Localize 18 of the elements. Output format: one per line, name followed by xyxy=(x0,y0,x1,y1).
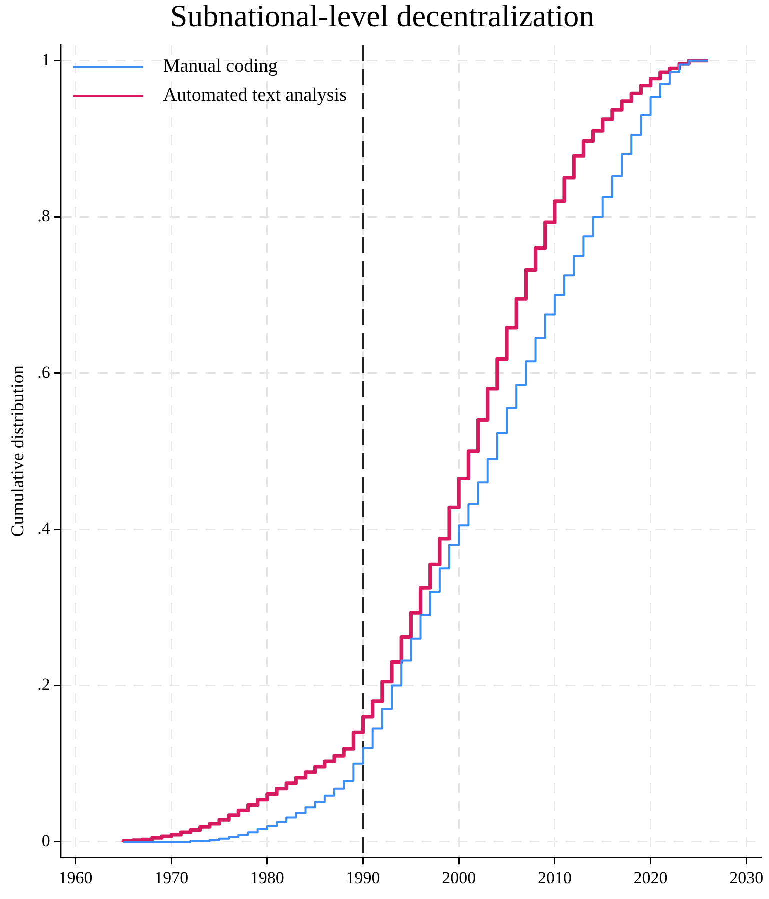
y-tick-label: 1 xyxy=(42,50,50,70)
x-tick-label: 2000 xyxy=(442,868,476,888)
x-tick-label: 1960 xyxy=(58,868,93,888)
legend-label: Automated text analysis xyxy=(163,85,347,106)
x-tick-label: 1970 xyxy=(154,868,189,888)
x-tick-label: 1990 xyxy=(346,868,380,888)
x-tick-label: 2010 xyxy=(538,868,572,888)
y-tick-label: 0 xyxy=(42,831,50,850)
y-tick-label: .4 xyxy=(38,518,51,538)
x-tick-label: 1980 xyxy=(250,868,284,888)
x-tick-label: 2030 xyxy=(730,868,764,888)
chart-title: Subnational-level decentralization xyxy=(170,0,596,34)
y-tick-label: .8 xyxy=(38,206,50,226)
y-tick-label: .2 xyxy=(38,675,50,694)
legend-label: Manual coding xyxy=(163,56,278,78)
y-tick-label: .6 xyxy=(38,362,50,382)
x-tick-label: 2020 xyxy=(634,868,668,888)
y-axis-title: Cumulative distribution xyxy=(8,366,28,538)
